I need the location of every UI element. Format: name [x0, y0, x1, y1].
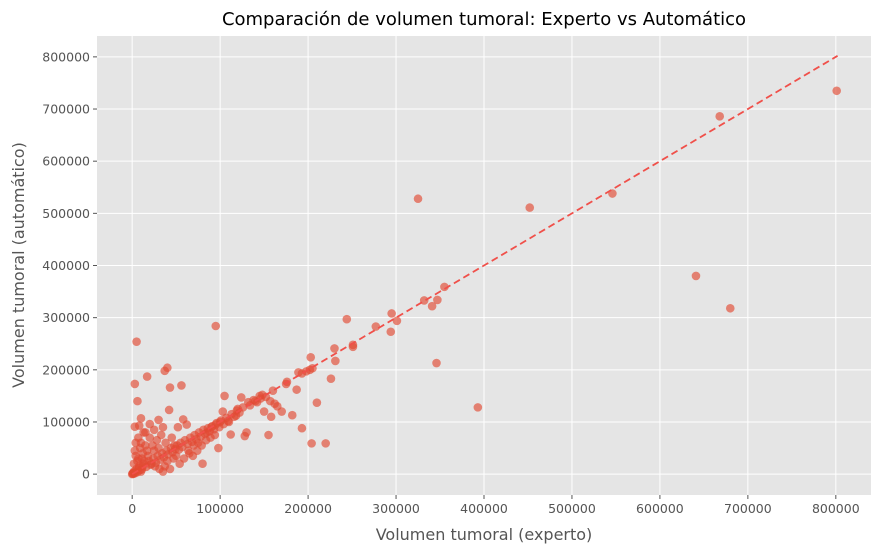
data-point: [268, 386, 278, 395]
data-point: [321, 439, 330, 448]
chart-title: Comparación de volumen tumoral: Experto …: [222, 9, 746, 30]
data-point: [177, 381, 186, 390]
data-point: [427, 301, 437, 311]
data-point: [266, 412, 276, 422]
data-point: [165, 464, 175, 474]
data-point: [240, 431, 250, 441]
grid: [97, 36, 871, 495]
data-point: [156, 430, 166, 440]
data-point: [133, 396, 142, 406]
data-point: [387, 309, 396, 318]
data-point: [386, 327, 396, 337]
data-point: [715, 112, 725, 121]
data-point: [135, 443, 145, 453]
data-point: [312, 398, 322, 407]
data-point: [294, 368, 303, 377]
data-point: [306, 353, 316, 362]
data-point: [270, 399, 279, 409]
x-tick-label: 500000: [548, 501, 596, 516]
data-point: [163, 363, 172, 373]
data-point: [179, 454, 189, 463]
data-point: [130, 379, 140, 389]
data-point: [832, 86, 841, 96]
x-tick-label: 700000: [724, 501, 772, 516]
data-point: [326, 374, 336, 383]
data-point: [161, 438, 170, 448]
data-point: [167, 433, 177, 442]
x-tick-label: 100000: [196, 501, 244, 516]
y-tick-label: 600000: [42, 154, 90, 169]
data-point: [259, 407, 269, 416]
data-point: [413, 194, 423, 204]
data-point: [132, 337, 141, 346]
data-point: [331, 356, 340, 366]
y-tick-label: 0: [82, 467, 90, 482]
data-point: [158, 422, 168, 432]
data-point: [226, 430, 235, 439]
data-point: [432, 358, 441, 368]
data-point: [342, 314, 352, 324]
data-point: [220, 391, 229, 401]
x-tick-label: 400000: [460, 501, 508, 516]
data-point: [154, 415, 163, 425]
data-point: [297, 423, 307, 433]
data-point: [165, 383, 175, 392]
data-point: [148, 441, 157, 450]
x-tick-label: 0: [128, 501, 136, 516]
data-point: [287, 410, 297, 420]
y-tick-label: 800000: [42, 49, 90, 64]
data-point: [210, 430, 220, 440]
data-point: [136, 467, 146, 476]
data-point: [145, 433, 155, 442]
x-axis-ticks: 0 100000 200000 300000 400000 500000 600000 700…: [128, 495, 860, 516]
data-point: [292, 385, 301, 394]
data-point: [371, 322, 381, 331]
y-axis-ticks: 0 100000 200000 300000 400000 500000 600000 700…: [42, 49, 97, 482]
data-point: [725, 303, 735, 313]
data-point: [211, 321, 221, 331]
x-tick-label: 300000: [372, 501, 420, 516]
x-tick-label: 200000: [284, 501, 332, 516]
data-point: [525, 203, 535, 212]
data-point: [236, 393, 246, 402]
data-point: [142, 446, 152, 455]
reference-line: [131, 55, 839, 475]
data-point: [277, 407, 287, 416]
y-tick-label: 500000: [42, 206, 90, 221]
data-point: [330, 344, 339, 353]
x-axis-label: Volumen tumoral (experto): [376, 525, 593, 544]
data-point: [158, 467, 168, 476]
y-tick-label: 300000: [42, 310, 90, 325]
data-points: [127, 86, 841, 479]
data-point: [136, 414, 146, 423]
data-point: [218, 407, 228, 416]
data-point: [433, 295, 442, 305]
y-tick-label: 100000: [42, 414, 90, 429]
data-point: [178, 415, 188, 424]
data-point: [149, 425, 159, 435]
data-point: [164, 405, 174, 415]
y-tick-label: 200000: [42, 362, 90, 377]
y-axis-label: Volumen tumoral (automático): [9, 142, 28, 388]
data-point: [440, 282, 449, 292]
data-point: [134, 433, 143, 442]
data-point: [173, 422, 183, 432]
data-point: [142, 372, 152, 381]
y-tick-label: 700000: [42, 102, 90, 117]
data-point: [691, 271, 701, 281]
data-point: [223, 416, 233, 426]
data-point: [473, 403, 483, 412]
data-point: [214, 443, 223, 453]
data-point: [392, 316, 402, 326]
x-tick-label: 800000: [812, 501, 860, 516]
data-point: [139, 428, 148, 437]
data-point: [198, 459, 207, 469]
data-point: [171, 451, 181, 461]
data-point: [264, 430, 273, 440]
data-point: [134, 421, 144, 430]
x-tick-label: 600000: [636, 501, 684, 516]
data-point: [307, 439, 316, 448]
y-tick-label: 400000: [42, 258, 90, 273]
